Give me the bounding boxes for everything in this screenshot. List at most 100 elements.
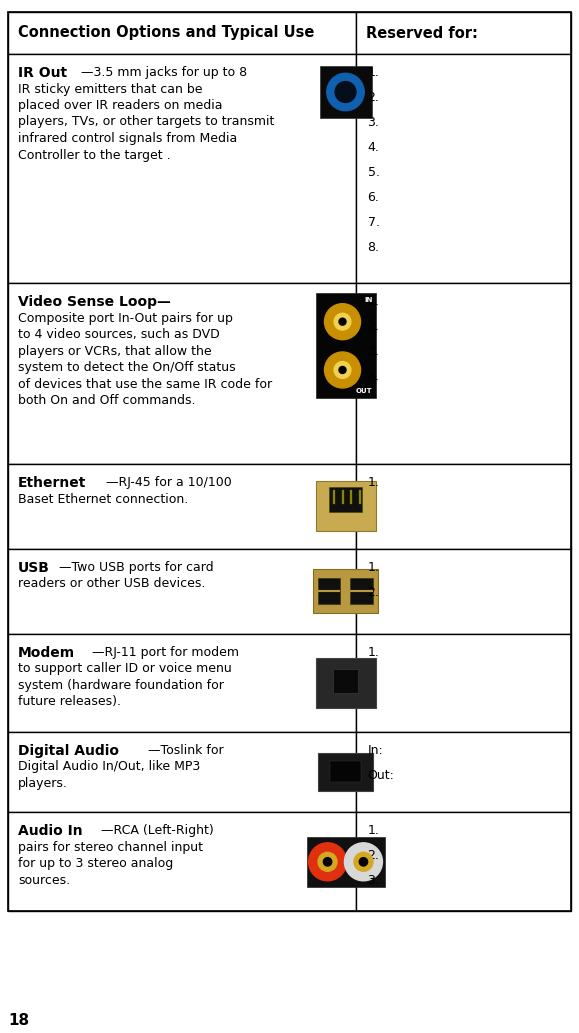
Text: players, TVs, or other targets to transmit: players, TVs, or other targets to transm… <box>18 116 274 128</box>
Circle shape <box>324 352 361 388</box>
Circle shape <box>334 313 351 331</box>
Text: —RCA (Left-Right): —RCA (Left-Right) <box>101 824 214 837</box>
Text: —RJ-45 for a 10/100: —RJ-45 for a 10/100 <box>106 476 232 489</box>
Bar <box>8 549 356 633</box>
Text: Digital Audio In/Out, like MP3: Digital Audio In/Out, like MP3 <box>18 760 200 773</box>
Text: for up to 3 stereo analog: for up to 3 stereo analog <box>18 857 173 870</box>
Bar <box>356 549 571 633</box>
Text: USB: USB <box>18 561 50 574</box>
Text: placed over IR readers on media: placed over IR readers on media <box>18 99 222 112</box>
Text: 3.: 3. <box>368 345 379 358</box>
Bar <box>350 490 352 504</box>
Text: 4.: 4. <box>368 140 379 154</box>
Text: Connection Options and Typical Use: Connection Options and Typical Use <box>18 26 314 40</box>
Text: 2.: 2. <box>368 320 379 334</box>
Text: 2.: 2. <box>368 91 379 104</box>
Bar <box>331 761 361 782</box>
Circle shape <box>327 73 364 111</box>
Circle shape <box>335 82 356 102</box>
Text: Audio In: Audio In <box>18 824 83 838</box>
Bar <box>8 12 356 54</box>
Text: 2.: 2. <box>368 586 379 599</box>
Circle shape <box>324 857 332 866</box>
Bar <box>8 812 356 911</box>
Circle shape <box>309 843 347 881</box>
Text: IN: IN <box>364 298 372 304</box>
Text: 18: 18 <box>8 1013 29 1028</box>
Circle shape <box>345 843 383 881</box>
Bar <box>356 283 571 464</box>
Text: 8.: 8. <box>368 241 379 254</box>
Bar <box>350 590 373 593</box>
Text: sources.: sources. <box>18 874 70 886</box>
Bar <box>8 283 356 464</box>
Text: infrared control signals from Media: infrared control signals from Media <box>18 132 237 145</box>
Bar <box>318 753 373 791</box>
Bar <box>333 490 335 504</box>
Text: 3.: 3. <box>368 116 379 129</box>
Bar <box>8 54 356 283</box>
Bar <box>316 658 376 708</box>
Bar <box>329 488 362 512</box>
Text: Video Sense Loop—: Video Sense Loop— <box>18 295 171 309</box>
Circle shape <box>339 318 346 325</box>
Text: 1.: 1. <box>368 561 379 573</box>
Text: to 4 video sources, such as DVD: to 4 video sources, such as DVD <box>18 328 220 341</box>
Bar <box>342 490 343 504</box>
Bar <box>320 66 372 118</box>
Text: 1.: 1. <box>368 824 379 837</box>
Text: —Toslink for: —Toslink for <box>148 744 224 756</box>
Circle shape <box>324 304 361 340</box>
Text: pairs for stereo channel input: pairs for stereo channel input <box>18 841 203 853</box>
Text: —Two USB ports for card: —Two USB ports for card <box>59 561 214 573</box>
Text: Out:: Out: <box>368 769 394 782</box>
Text: players.: players. <box>18 777 68 789</box>
Text: readers or other USB devices.: readers or other USB devices. <box>18 577 206 590</box>
Text: Ethernet: Ethernet <box>18 476 86 490</box>
Bar <box>8 633 356 731</box>
Bar <box>356 12 571 54</box>
Text: 2.: 2. <box>368 849 379 863</box>
Text: 1.: 1. <box>368 66 379 79</box>
Text: 1.: 1. <box>368 646 379 658</box>
Bar <box>356 633 571 731</box>
Text: 7.: 7. <box>368 216 379 229</box>
Circle shape <box>334 362 351 378</box>
Text: Reserved for:: Reserved for: <box>365 26 477 40</box>
Text: —3.5 mm jacks for up to 8: —3.5 mm jacks for up to 8 <box>82 66 247 79</box>
Circle shape <box>339 367 346 374</box>
Bar <box>8 464 356 549</box>
Text: OUT: OUT <box>356 388 372 395</box>
Text: 1.: 1. <box>368 476 379 489</box>
Text: future releases).: future releases). <box>18 695 121 708</box>
Text: 6.: 6. <box>368 191 379 204</box>
Circle shape <box>318 852 337 871</box>
Text: system to detect the On/Off status: system to detect the On/Off status <box>18 362 236 374</box>
Text: Baset Ethernet connection.: Baset Ethernet connection. <box>18 493 188 505</box>
Text: 1.: 1. <box>368 295 379 308</box>
Circle shape <box>359 857 368 866</box>
Bar <box>316 481 376 531</box>
Text: 5.: 5. <box>368 166 379 179</box>
Bar <box>316 293 376 399</box>
Bar <box>317 577 340 604</box>
Text: Controller to the target .: Controller to the target . <box>18 149 171 161</box>
Text: IR Out: IR Out <box>18 66 67 80</box>
Bar <box>356 812 571 911</box>
Text: to support caller ID or voice menu: to support caller ID or voice menu <box>18 662 232 675</box>
Circle shape <box>354 852 373 871</box>
Bar <box>350 577 373 604</box>
Text: of devices that use the same IR code for: of devices that use the same IR code for <box>18 378 272 390</box>
Text: players or VCRs, that allow the: players or VCRs, that allow the <box>18 345 212 357</box>
Bar <box>313 569 378 614</box>
Text: 4.: 4. <box>368 370 379 383</box>
Bar <box>317 590 340 593</box>
Text: Modem: Modem <box>18 646 75 659</box>
Text: Digital Audio: Digital Audio <box>18 744 119 757</box>
Text: In:: In: <box>368 744 383 756</box>
Bar <box>356 464 571 549</box>
Bar <box>8 12 571 911</box>
Bar <box>333 668 358 692</box>
Bar <box>306 837 384 886</box>
Text: IR sticky emitters that can be: IR sticky emitters that can be <box>18 83 203 95</box>
